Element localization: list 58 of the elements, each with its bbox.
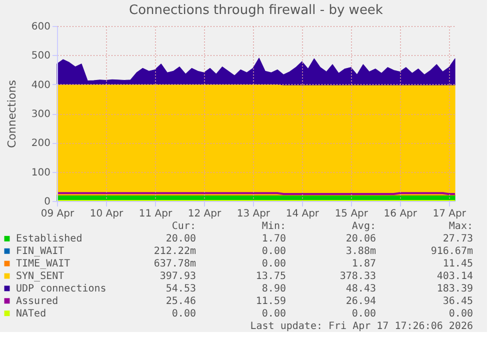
text: 0.00: [352, 308, 376, 320]
text: Avg:: [352, 221, 376, 232]
text: 25.46: [166, 296, 196, 307]
text: 26.94: [346, 296, 376, 307]
text: 403.14: [436, 271, 473, 282]
text: 378.33: [340, 271, 376, 282]
text: 1.70: [262, 234, 286, 245]
text: 3.88m: [346, 246, 376, 258]
text: 0.00: [172, 308, 196, 320]
y-tick-label: 0: [44, 196, 50, 208]
x-tick-label: 14 Apr: [286, 208, 320, 220]
text: 637.78m: [154, 258, 196, 270]
legend-label: Established: [16, 234, 82, 245]
text: 0.00: [262, 246, 286, 258]
y-tick-label: 500: [31, 50, 50, 62]
x-tick-label: 12 Apr: [188, 208, 222, 220]
text: Max:: [448, 221, 473, 232]
y-tick-label: 100: [31, 167, 50, 178]
text: 48.43: [346, 283, 376, 294]
text: 0.00: [262, 258, 286, 270]
legend-label: TIME_WAIT: [16, 258, 70, 270]
text: 11.45: [442, 258, 473, 270]
legend-label: FIN_WAIT: [16, 246, 64, 258]
text: 8.90: [262, 283, 286, 294]
y-tick-label: 300: [31, 109, 50, 120]
text: 212.22m: [154, 246, 196, 258]
legend-label: NATed: [16, 308, 46, 320]
legend-label: Assured: [16, 296, 58, 307]
text: 183.39: [436, 283, 473, 294]
text: 0.00: [262, 308, 286, 320]
text: 13.75: [256, 271, 286, 282]
y-tick-label: 600: [31, 22, 50, 32]
text: 36.45: [442, 296, 473, 307]
x-tick-label: 17 Apr: [432, 208, 467, 220]
chart-title: Connections through firewall - by week: [129, 3, 384, 18]
text: Last update: Fri Apr 17 17:26:06 2026: [250, 320, 473, 332]
text: 20.00: [166, 234, 196, 245]
x-tick-label: 15 Apr: [334, 208, 369, 220]
y-tick-label: 400: [31, 80, 50, 91]
x-tick-label: 13 Apr: [236, 208, 271, 220]
x-tick-label: 09 Apr: [40, 208, 75, 220]
text: 397.93: [160, 271, 196, 282]
legend-label: SYN_SENT: [16, 271, 64, 282]
legend-label: UDP connections: [16, 283, 106, 294]
text: 27.73: [442, 234, 473, 245]
y-tick-label: 200: [31, 138, 50, 150]
text: 1.87: [352, 258, 376, 270]
text: 916.67m: [430, 246, 473, 258]
x-tick-label: 10 Apr: [90, 208, 124, 220]
x-tick-label: 16 Apr: [384, 208, 418, 220]
text: 20.06: [346, 234, 376, 245]
y-axis-title: Connections: [5, 80, 18, 148]
text: 0.00: [448, 308, 473, 320]
text: 11.59: [256, 296, 286, 307]
text: Min:: [262, 221, 286, 232]
text: 54.53: [166, 283, 196, 294]
text: Cur:: [172, 221, 196, 232]
x-tick-label: 11 Apr: [138, 208, 173, 220]
